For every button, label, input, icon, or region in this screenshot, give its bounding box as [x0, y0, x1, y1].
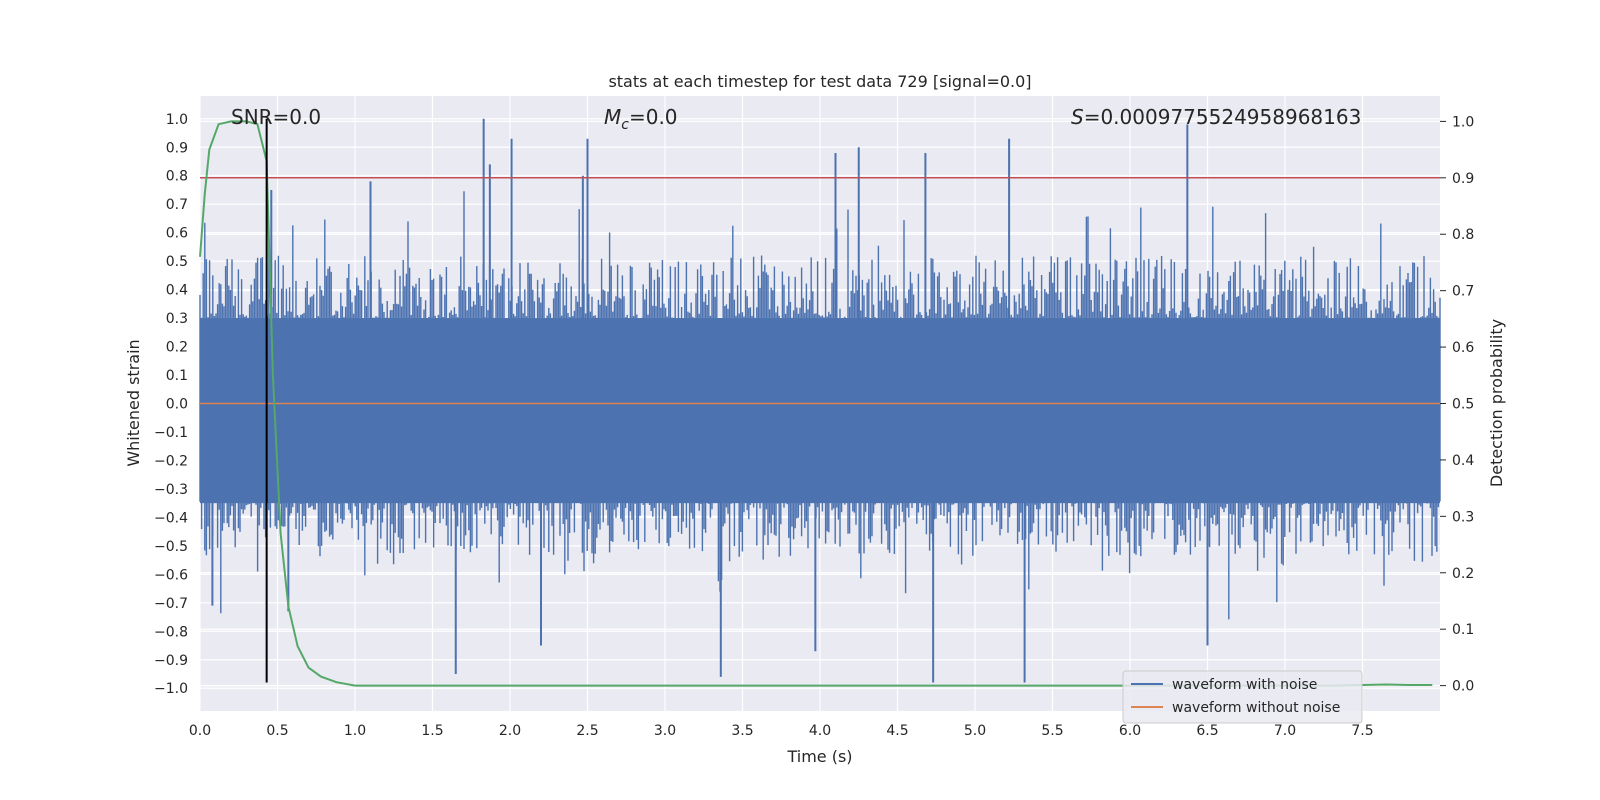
- y-tick-label: 0.7: [166, 197, 188, 213]
- y-axis-ticks: −1.0 −0.9 −0.8 −0.7 −0.6 −0.5 −0.4 −0.3 −0.2 −0.1…: [154, 112, 188, 697]
- x-tick-label: 1.0: [344, 723, 366, 739]
- s-annotation: S=0.0009775524958968163: [1071, 105, 1361, 129]
- series-waveform-with-noise: [199, 118, 1441, 683]
- x-tick-label: 3.5: [731, 723, 753, 739]
- y-tick-label: 0.8: [166, 169, 188, 185]
- y2-tick-label: 0.4: [1452, 453, 1474, 469]
- x-tick-label: 2.0: [499, 723, 521, 739]
- y2-tick-label: 0.8: [1452, 227, 1474, 243]
- y-tick-label: −0.1: [154, 425, 188, 441]
- legend-label-waveform-without-noise: waveform without noise: [1172, 700, 1340, 716]
- x-tick-label: 6.5: [1196, 723, 1218, 739]
- y-tick-label: 1.0: [166, 112, 188, 128]
- x-tick-label: 6.0: [1119, 723, 1141, 739]
- x-tick-label: 0.5: [266, 723, 288, 739]
- y2-tick-label: 0.9: [1452, 171, 1474, 187]
- x-axis-ticks: 0.0 0.5 1.0 1.5 2.0 2.5 3.0 3.5 4.0 4.5 5.0 5.5 6.0 6…: [189, 723, 1374, 739]
- y2-tick-label: 0.3: [1452, 509, 1474, 525]
- x-tick-label: 1.5: [421, 723, 443, 739]
- legend: waveform with noise waveform without noi…: [1122, 670, 1363, 724]
- y-tick-label: 0.2: [166, 340, 188, 356]
- y2-tick-label: 1.0: [1452, 114, 1474, 130]
- chirp-mass-annotation: Mc=0.0: [604, 105, 678, 133]
- x-tick-label: 4.0: [809, 723, 831, 739]
- x-tick-label: 7.0: [1274, 723, 1296, 739]
- legend-box: [1122, 670, 1363, 724]
- x-tick-label: 0.0: [189, 723, 211, 739]
- chirp-mass-symbol: M: [604, 105, 621, 129]
- y2-axis-label: Detection probability: [1487, 319, 1506, 487]
- s-value: =0.0009775524958968163: [1084, 105, 1362, 129]
- y-axis-label: Whitened strain: [124, 339, 143, 466]
- x-tick-label: 4.5: [886, 723, 908, 739]
- x-tick-label: 5.0: [964, 723, 986, 739]
- s-symbol: S: [1071, 105, 1084, 129]
- y2-tick-label: 0.2: [1452, 566, 1474, 582]
- x-tick-label: 7.5: [1351, 723, 1373, 739]
- y-tick-label: −0.2: [154, 453, 188, 469]
- y-tick-label: 0.0: [166, 397, 188, 413]
- y-tick-label: −0.6: [154, 567, 188, 583]
- x-tick-label: 2.5: [576, 723, 598, 739]
- y-tick-label: −1.0: [154, 681, 188, 697]
- x-tick-label: 3.0: [654, 723, 676, 739]
- y-tick-label: 0.9: [166, 140, 188, 156]
- legend-label-waveform-with-noise: waveform with noise: [1172, 677, 1317, 693]
- y-tick-label: −0.9: [154, 653, 188, 669]
- chirp-mass-value: =0.0: [629, 105, 678, 129]
- y-tick-label: 0.4: [166, 283, 188, 299]
- y-tick-label: −0.4: [154, 510, 188, 526]
- y2-tick-label: 0.5: [1452, 397, 1474, 413]
- y-tick-label: −0.7: [154, 596, 188, 612]
- chart-title: stats at each timestep for test data 729…: [608, 72, 1031, 91]
- y-tick-label: 0.6: [166, 226, 188, 242]
- x-tick-label: 5.5: [1041, 723, 1063, 739]
- y-tick-label: 0.1: [166, 368, 188, 384]
- y2-axis-ticks: 0.0 0.1 0.2 0.3 0.4 0.5 0.6 0.7 0.8 0.9 1.0: [1440, 114, 1474, 695]
- y2-tick-label: 0.0: [1452, 679, 1474, 695]
- chirp-mass-subscript: c: [621, 117, 629, 133]
- snr-annotation: SNR=0.0: [231, 105, 321, 129]
- y-tick-label: −0.3: [154, 482, 188, 498]
- y2-tick-label: 0.7: [1452, 284, 1474, 300]
- y-tick-label: 0.3: [166, 311, 188, 327]
- y-tick-label: −0.5: [154, 539, 188, 555]
- y-tick-label: −0.8: [154, 624, 188, 640]
- y-tick-label: 0.5: [166, 254, 188, 270]
- y2-tick-label: 0.6: [1452, 340, 1474, 356]
- x-axis-label: Time (s): [786, 747, 852, 766]
- y2-tick-label: 0.1: [1452, 622, 1474, 638]
